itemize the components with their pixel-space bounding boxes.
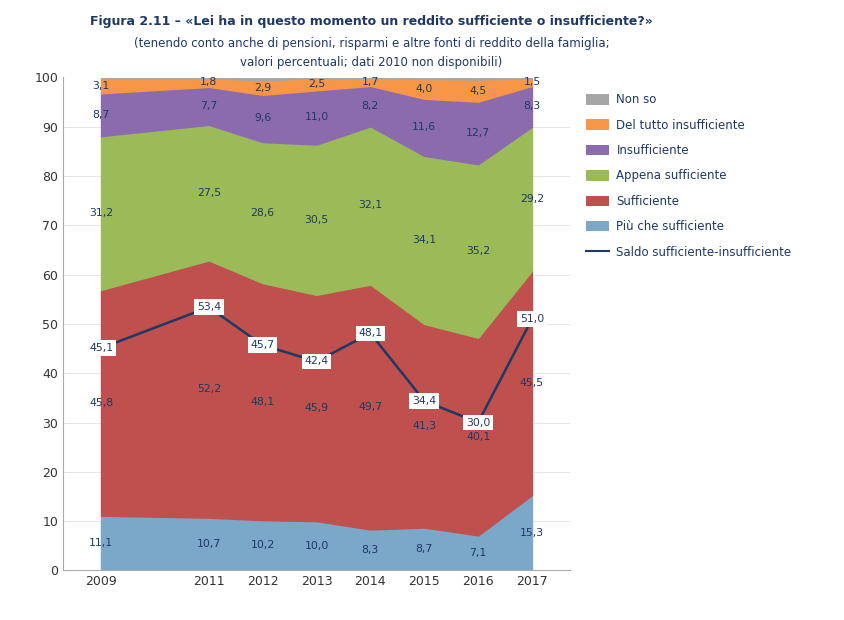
Text: 31,2: 31,2	[89, 208, 113, 218]
Text: valori percentuali; dati 2010 non disponibili): valori percentuali; dati 2010 non dispon…	[241, 56, 502, 69]
Text: 10,7: 10,7	[197, 539, 221, 549]
Text: 30,0: 30,0	[466, 417, 490, 428]
Text: 30,5: 30,5	[305, 215, 328, 224]
Text: 4,5: 4,5	[469, 86, 487, 95]
Text: 11,0: 11,0	[305, 112, 328, 122]
Text: 7,7: 7,7	[200, 101, 218, 111]
Text: 42,4: 42,4	[305, 356, 328, 366]
Text: 27,5: 27,5	[197, 188, 221, 198]
Text: 45,9: 45,9	[305, 403, 328, 413]
Text: 32,1: 32,1	[359, 200, 382, 210]
Text: 1,7: 1,7	[362, 77, 379, 87]
Text: 8,7: 8,7	[92, 110, 110, 120]
Text: 10,0: 10,0	[305, 541, 328, 551]
Text: 8,3: 8,3	[523, 101, 541, 112]
Text: 40,1: 40,1	[466, 432, 490, 441]
Text: 11,6: 11,6	[412, 122, 436, 132]
Text: 52,2: 52,2	[197, 384, 221, 394]
Text: 4,0: 4,0	[415, 84, 433, 94]
Text: 9,6: 9,6	[254, 113, 271, 123]
Text: (tenendo conto anche di pensioni, risparmi e altre fonti di reddito della famigl: (tenendo conto anche di pensioni, rispar…	[133, 37, 609, 50]
Text: 1,8: 1,8	[200, 78, 218, 87]
Text: 45,5: 45,5	[520, 378, 544, 388]
Text: 12,7: 12,7	[466, 128, 490, 138]
Text: 45,8: 45,8	[89, 398, 113, 408]
Text: 29,2: 29,2	[520, 194, 544, 204]
Text: 28,6: 28,6	[251, 208, 274, 218]
Text: 8,7: 8,7	[415, 544, 433, 554]
Text: 49,7: 49,7	[359, 402, 382, 412]
Text: 35,2: 35,2	[466, 246, 490, 256]
Text: 7,1: 7,1	[469, 548, 487, 558]
Text: 2,5: 2,5	[308, 79, 325, 89]
Text: Figura 2.11 – «Lei ha in questo momento un reddito sufficiente o insufficiente?»: Figura 2.11 – «Lei ha in questo momento …	[90, 16, 652, 29]
Text: 8,3: 8,3	[362, 545, 379, 555]
Text: 3,1: 3,1	[92, 81, 110, 91]
Legend: Non so, Del tutto insufficiente, Insufficiente, Appena sufficiente, Sufficiente,: Non so, Del tutto insufficiente, Insuffi…	[586, 93, 792, 259]
Text: 53,4: 53,4	[197, 302, 221, 312]
Text: 45,1: 45,1	[89, 343, 113, 353]
Text: 34,1: 34,1	[412, 235, 436, 245]
Text: 11,1: 11,1	[89, 538, 113, 548]
Text: 48,1: 48,1	[251, 397, 274, 407]
Text: 1,5: 1,5	[523, 77, 541, 87]
Text: 10,2: 10,2	[251, 540, 275, 551]
Text: 45,7: 45,7	[251, 340, 274, 350]
Text: 15,3: 15,3	[520, 528, 544, 538]
Text: 8,2: 8,2	[362, 101, 379, 111]
Text: 34,4: 34,4	[412, 396, 436, 406]
Text: 2,9: 2,9	[254, 82, 271, 92]
Text: 51,0: 51,0	[520, 314, 544, 324]
Text: 48,1: 48,1	[359, 329, 382, 339]
Text: 41,3: 41,3	[412, 421, 436, 431]
